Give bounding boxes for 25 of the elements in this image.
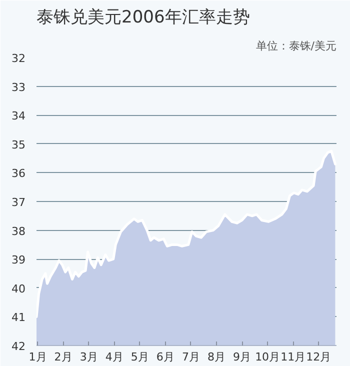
x-tick-label: 9月: [233, 350, 252, 364]
x-tick-label: 7月: [182, 350, 200, 364]
chart-title: 泰铢兑美元2006年汇率走势: [36, 8, 250, 28]
x-tick-label: 2月: [54, 350, 72, 364]
x-tick-label: 4月: [105, 350, 124, 364]
y-tick-label: 33: [12, 80, 26, 94]
x-tick-label: 3月: [80, 350, 98, 364]
text: 单位：泰铢/美元: [256, 40, 337, 52]
x-tick-label: 10月: [255, 350, 280, 364]
y-tick-label: 37: [12, 196, 26, 209]
x-tick-label: 12月: [306, 350, 332, 364]
y-tick-label: 38: [12, 224, 26, 238]
y-tick-label: 39: [12, 254, 26, 267]
y-tick-label: 42: [12, 340, 26, 353]
x-tick-label: 5月: [130, 350, 149, 364]
x-tick-label: 6月: [156, 350, 174, 364]
y-tick-label: 36: [12, 167, 26, 180]
y-tick-label: 32: [12, 52, 26, 65]
x-tick-label: 11月: [280, 350, 306, 364]
y-tick-label: 41: [12, 311, 26, 324]
x-tick-label: 1月: [28, 350, 47, 364]
y-tick-label: 34: [12, 110, 26, 123]
y-tick-label: 35: [12, 138, 26, 152]
x-tick-label: 8月: [208, 350, 226, 364]
y-tick-label: 40: [12, 282, 26, 296]
